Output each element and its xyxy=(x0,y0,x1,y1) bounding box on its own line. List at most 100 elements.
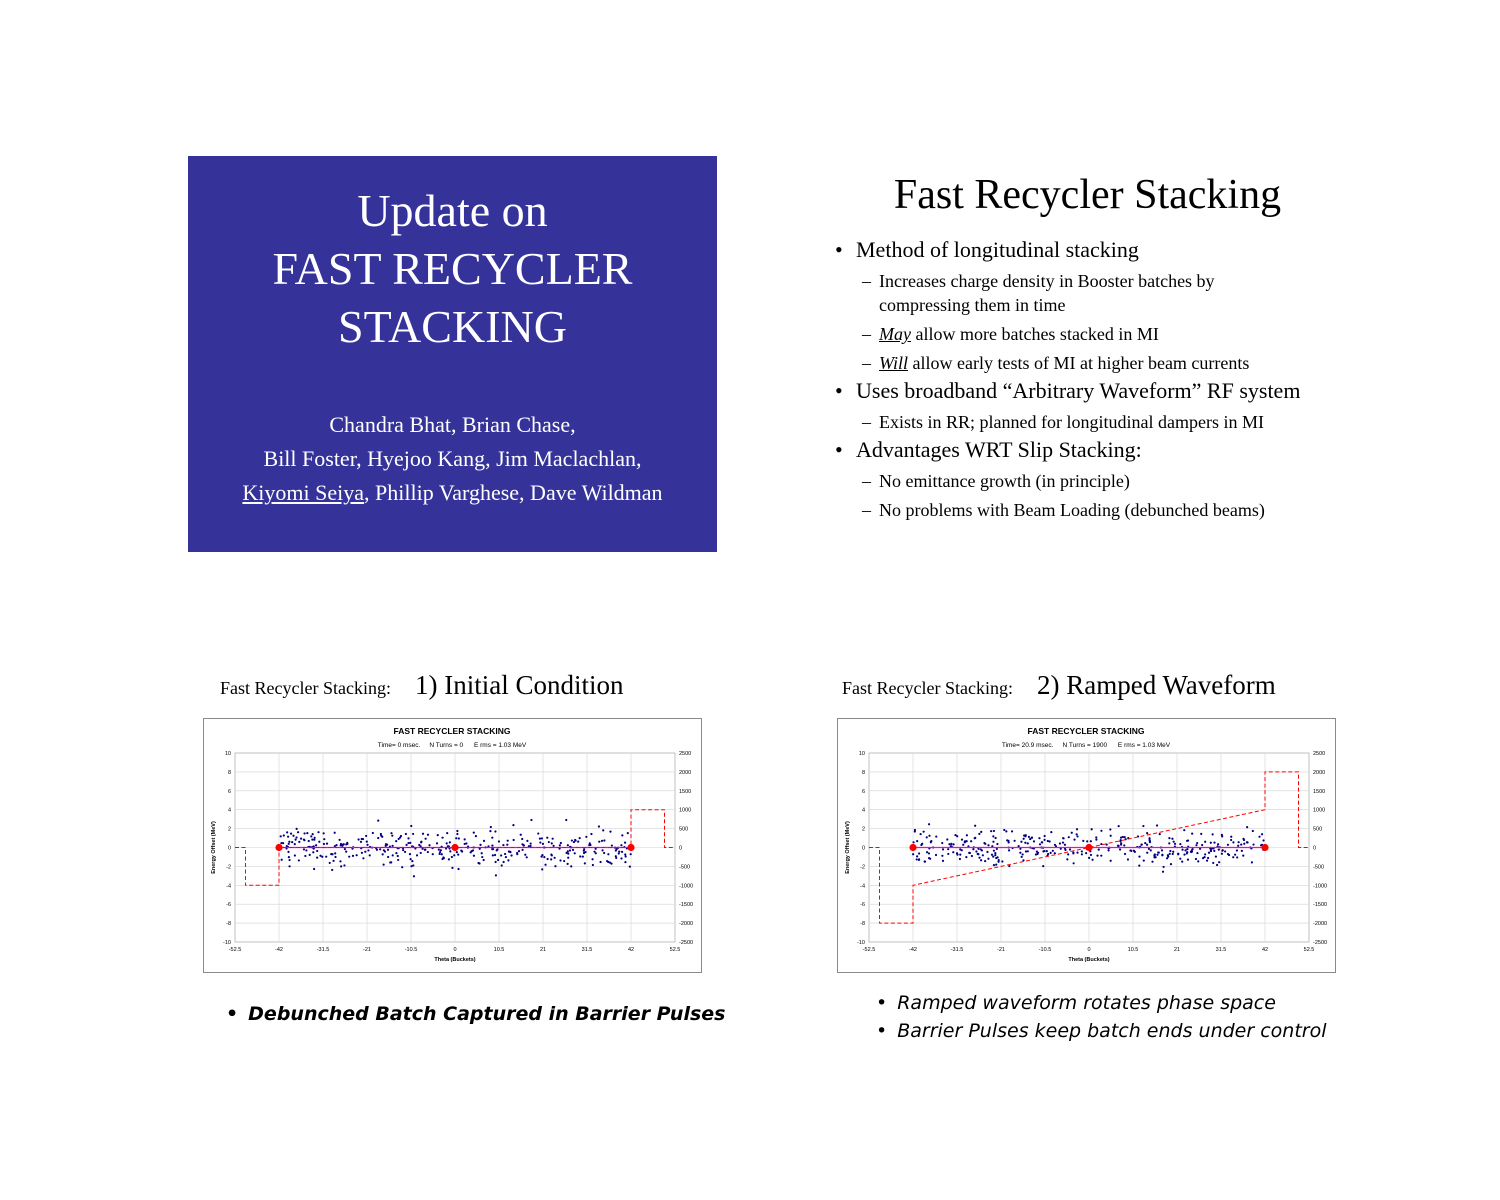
particle-point xyxy=(365,834,368,838)
particle-point xyxy=(614,855,617,858)
particle-point xyxy=(457,853,460,856)
particle-point xyxy=(994,854,997,857)
particle-point xyxy=(974,824,977,827)
title-line-3: STACKING xyxy=(338,301,567,352)
sub-bullet-item: – Exists in RR; planned for longitudinal … xyxy=(835,410,1355,434)
particle-point xyxy=(1204,840,1207,843)
y2-tick-label: 0 xyxy=(679,846,682,852)
particle-point xyxy=(1024,850,1028,853)
particle-point xyxy=(1215,863,1219,867)
x-tick-label: -10.5 xyxy=(1039,947,1052,953)
particle-point xyxy=(992,840,995,843)
particle-point xyxy=(297,859,300,862)
particle-point xyxy=(554,865,557,868)
particle-point xyxy=(565,818,568,822)
y2-tick-label: 2500 xyxy=(679,751,691,757)
chart-title: FAST RECYCLER STACKING xyxy=(394,726,511,736)
particle-point xyxy=(1230,838,1233,842)
particle-point xyxy=(573,852,576,855)
particle-point xyxy=(1246,841,1249,844)
particle-point xyxy=(1171,837,1174,840)
particle-point xyxy=(603,851,606,855)
y-tick-label: 8 xyxy=(862,770,865,776)
particle-point xyxy=(941,859,945,862)
particle-point xyxy=(997,860,1000,863)
particle-point xyxy=(506,839,509,842)
x-tick-label: -52.5 xyxy=(863,947,876,953)
particle-point xyxy=(1186,848,1189,851)
particle-point xyxy=(1236,856,1239,859)
particle-point xyxy=(1260,833,1264,836)
particle-point xyxy=(922,830,925,833)
particle-point xyxy=(1209,841,1212,844)
particle-point xyxy=(935,835,938,838)
slide4-caption: Fast Recycler Stacking: 2) Ramped Wavefor… xyxy=(842,670,1276,701)
separatrix-marker xyxy=(909,843,917,852)
particle-point xyxy=(1017,844,1020,848)
particle-point xyxy=(565,851,568,855)
particle-point xyxy=(546,857,549,861)
particle-point xyxy=(965,856,968,859)
particle-point xyxy=(441,857,444,861)
particle-point xyxy=(1161,854,1164,857)
particle-point xyxy=(457,837,460,840)
particle-point xyxy=(1085,851,1088,855)
particle-point xyxy=(927,823,931,826)
particle-point xyxy=(620,857,623,860)
particle-point xyxy=(956,835,959,838)
particle-point xyxy=(1198,847,1202,850)
y2-tick-label: 2000 xyxy=(1313,770,1325,776)
particle-point xyxy=(567,852,570,855)
particle-point xyxy=(463,842,466,846)
particle-point xyxy=(310,835,313,838)
particle-point xyxy=(426,833,430,836)
bullet-dot: • xyxy=(835,437,843,462)
particle-point xyxy=(1243,842,1246,845)
particle-point xyxy=(1024,841,1027,844)
particle-point xyxy=(380,834,383,837)
particle-point xyxy=(379,832,382,836)
particle-point xyxy=(360,837,363,841)
particle-point xyxy=(915,858,918,861)
particle-point xyxy=(424,837,427,840)
particle-point xyxy=(618,850,621,853)
particle-point xyxy=(408,853,412,856)
particle-point xyxy=(980,830,983,833)
particle-point xyxy=(333,845,336,848)
caption-step-title: 1) Initial Condition xyxy=(414,670,624,700)
particle-point xyxy=(1022,859,1025,862)
particle-point xyxy=(1042,865,1045,868)
particle-point xyxy=(624,855,627,858)
caption-prefix: Fast Recycler Stacking: xyxy=(220,678,391,698)
particle-point xyxy=(1160,849,1164,852)
particle-point xyxy=(1090,828,1093,831)
particle-point xyxy=(1023,834,1026,837)
particle-point xyxy=(1158,832,1161,836)
y2-tick-label: -2500 xyxy=(1313,940,1327,946)
particle-point xyxy=(428,844,431,847)
particle-point xyxy=(438,851,442,854)
particle-point xyxy=(1007,849,1011,852)
particle-point xyxy=(340,865,343,868)
title-slide: Update on FAST RECYCLER STACKING Chandra… xyxy=(188,156,717,552)
particle-point xyxy=(325,855,328,858)
particle-point xyxy=(280,841,283,845)
particle-point xyxy=(313,836,316,839)
particle-point xyxy=(626,832,629,835)
particle-point xyxy=(506,843,509,846)
particle-point xyxy=(987,844,990,847)
particle-point xyxy=(1237,844,1240,847)
particle-point xyxy=(304,854,307,858)
particle-point xyxy=(1038,837,1041,840)
particle-point xyxy=(1091,858,1094,861)
particle-point xyxy=(621,834,624,837)
particle-point xyxy=(360,851,363,854)
particle-point xyxy=(524,853,527,856)
particle-point xyxy=(1053,843,1057,846)
x-tick-label: 42 xyxy=(1262,947,1268,953)
particle-point xyxy=(1038,843,1042,846)
particle-point xyxy=(315,844,318,847)
bullet-item: • Advantages WRT Slip Stacking: xyxy=(835,436,1355,464)
particle-point xyxy=(992,829,995,833)
y2-tick-label: 1000 xyxy=(679,808,691,814)
